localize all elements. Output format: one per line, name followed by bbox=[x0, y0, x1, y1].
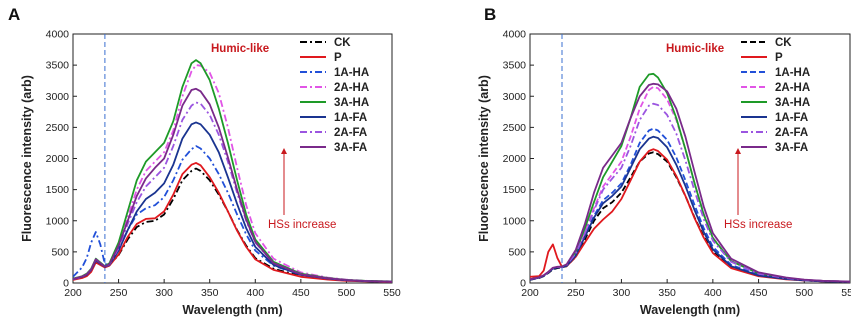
legend: CK P 1A-HA 2A-HA 3A-HA 1A-FA 2A-FA 3A-FA bbox=[741, 37, 810, 154]
legend-label-p: P bbox=[775, 52, 783, 64]
y-tick-label: 2500 bbox=[503, 122, 527, 134]
legend-label-1a-fa: 1A-FA bbox=[334, 112, 367, 124]
y-tick-label: 500 bbox=[508, 246, 526, 258]
series-line-2a-fa bbox=[73, 101, 392, 283]
x-tick-label: 450 bbox=[292, 287, 310, 299]
x-tick-label: 200 bbox=[521, 287, 539, 299]
legend-label-3a-ha: 3A-HA bbox=[775, 97, 810, 109]
legend-label-2a-ha: 2A-HA bbox=[775, 82, 810, 94]
legend-label-1a-ha: 1A-HA bbox=[334, 67, 369, 79]
y-tick-label: 3500 bbox=[503, 60, 527, 72]
y-tick-label: 500 bbox=[51, 246, 69, 258]
x-tick-label: 500 bbox=[796, 287, 814, 299]
x-tick-label: 250 bbox=[567, 287, 585, 299]
panel-a: A 0 500 1000 1500 2000 2500 3000 3500 4000 200 250 3… bbox=[8, 5, 401, 317]
legend-label-3a-fa: 3A-FA bbox=[775, 142, 808, 154]
y-tick-label: 4000 bbox=[46, 29, 70, 41]
x-tick-label: 400 bbox=[704, 287, 722, 299]
legend-label-2a-fa: 2A-FA bbox=[334, 127, 367, 139]
y-tick-label: 2000 bbox=[503, 153, 527, 165]
legend-label-1a-ha: 1A-HA bbox=[775, 67, 810, 79]
series-lines bbox=[530, 72, 850, 283]
y-tick-label: 0 bbox=[520, 278, 526, 290]
series-line-3a-fa bbox=[73, 87, 392, 283]
hss-arrow-head bbox=[735, 148, 741, 154]
x-tick-label: 350 bbox=[658, 287, 676, 299]
legend-label-3a-fa: 3A-FA bbox=[334, 142, 367, 154]
hss-increase-label: HSs increase bbox=[268, 219, 336, 231]
series-line-p bbox=[530, 148, 850, 283]
y-tick-label: 4000 bbox=[503, 29, 527, 41]
x-tick-label: 200 bbox=[64, 287, 82, 299]
legend: CK P 1A-HA 2A-HA 3A-HA 1A-FA 2A-FA 3A-FA bbox=[300, 37, 369, 154]
humic-like-label: Humic-like bbox=[211, 43, 269, 55]
y-tick-label: 2500 bbox=[46, 122, 70, 134]
x-tick-label: 300 bbox=[155, 287, 173, 299]
panel-b: B 0 500 1000 1500 2000 2500 3000 3500 4000 200 250 3… bbox=[477, 5, 851, 317]
x-tick-label: 550 bbox=[383, 287, 401, 299]
y-tick-label: 2000 bbox=[46, 153, 70, 165]
x-tick-label: 400 bbox=[247, 287, 265, 299]
series-lines bbox=[73, 59, 392, 283]
x-tick-label: 450 bbox=[750, 287, 768, 299]
x-tick-label: 300 bbox=[613, 287, 631, 299]
y-tick-label: 1500 bbox=[503, 184, 527, 196]
y-tick-label: 3500 bbox=[46, 60, 70, 72]
legend-label-ck: CK bbox=[334, 37, 351, 49]
y-tick-label: 3000 bbox=[46, 91, 70, 103]
y-axis-title: Fluorescence intensity (arb) bbox=[20, 75, 34, 242]
legend-label-2a-fa: 2A-FA bbox=[775, 127, 808, 139]
x-tick-label: 250 bbox=[110, 287, 128, 299]
legend-label-ck: CK bbox=[775, 37, 792, 49]
series-line-ck bbox=[73, 167, 392, 283]
x-axis-title: Wavelength (nm) bbox=[182, 303, 282, 317]
legend-label-p: P bbox=[334, 52, 342, 64]
y-tick-label: 1500 bbox=[46, 184, 70, 196]
panel-letter: A bbox=[8, 5, 20, 24]
legend-label-2a-ha: 2A-HA bbox=[334, 82, 369, 94]
x-tick-label: 350 bbox=[201, 287, 219, 299]
hss-increase-label: HSs increase bbox=[724, 219, 792, 231]
panel-letter: B bbox=[484, 5, 496, 24]
series-line-1a-ha bbox=[73, 145, 392, 283]
y-tick-label: 3000 bbox=[503, 91, 527, 103]
series-line-p bbox=[73, 161, 392, 283]
hss-arrow-head bbox=[281, 148, 287, 154]
x-tick-label: 550 bbox=[841, 287, 851, 299]
y-tick-label: 1000 bbox=[503, 215, 527, 227]
y-tick-label: 1000 bbox=[46, 215, 70, 227]
series-line-3a-fa bbox=[530, 82, 850, 283]
y-axis-title: Fluorescence intensity (arb) bbox=[477, 75, 491, 242]
humic-like-label: Humic-like bbox=[666, 43, 724, 55]
series-line-ck bbox=[530, 151, 850, 283]
legend-label-1a-fa: 1A-FA bbox=[775, 112, 808, 124]
x-axis-title: Wavelength (nm) bbox=[640, 303, 740, 317]
legend-label-3a-ha: 3A-HA bbox=[334, 97, 369, 109]
y-tick-label: 0 bbox=[63, 278, 69, 290]
series-line-2a-ha bbox=[73, 64, 392, 283]
x-tick-label: 500 bbox=[338, 287, 356, 299]
